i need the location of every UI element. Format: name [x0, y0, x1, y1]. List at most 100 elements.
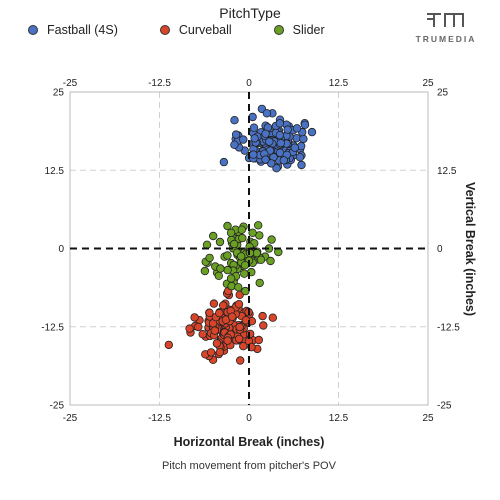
data-point-slider: [229, 239, 239, 249]
data-point-fastball-4s: [307, 127, 317, 137]
x-tick-label-bottom: 25: [422, 413, 434, 424]
series-slider: [200, 221, 283, 296]
data-point-curveball: [239, 342, 248, 351]
data-point-slider: [237, 225, 246, 234]
data-point-curveball: [254, 335, 263, 345]
data-point-curveball: [268, 313, 277, 322]
legend-marker-curveball: [159, 25, 170, 35]
y-tick-label-right: 25: [437, 88, 449, 99]
data-point-slider: [241, 286, 250, 296]
data-point-slider: [256, 255, 266, 264]
data-point-fastball-4s: [261, 155, 270, 164]
data-point-curveball: [234, 300, 244, 309]
data-point-slider: [240, 261, 250, 270]
data-point-fastball-4s: [249, 123, 259, 132]
y-tick-label-left: 12.5: [45, 166, 65, 177]
data-point-slider: [223, 221, 232, 231]
x-tick-label-top: -12.5: [148, 78, 171, 89]
data-point-slider: [223, 265, 232, 275]
data-point-curveball: [205, 308, 214, 317]
data-point-slider: [200, 266, 210, 276]
data-point-curveball: [209, 299, 219, 308]
trumedia-logo: TRUMEDIA: [410, 10, 482, 44]
x-tick-label-bottom: -12.5: [148, 413, 171, 424]
data-point-fastball-4s: [261, 129, 270, 138]
data-point-fastball-4s: [275, 119, 284, 128]
data-point-slider: [254, 221, 263, 230]
legend-label-curveball: Curveball: [178, 23, 232, 37]
y-tick-label-left: 25: [53, 88, 65, 99]
data-point-fastball-4s: [267, 159, 276, 168]
x-tick-label-bottom: 0: [246, 413, 252, 424]
y-tick-label-right: -12.5: [437, 322, 460, 333]
data-point-fastball-4s: [262, 109, 272, 118]
data-point-fastball-4s: [265, 137, 274, 146]
grid: [70, 92, 428, 405]
data-point-curveball: [210, 326, 219, 335]
data-point-fastball-4s: [297, 160, 306, 170]
data-point-fastball-4s: [276, 138, 285, 148]
y-axis-title: Vertical Break (inches): [463, 182, 477, 316]
data-point-curveball: [212, 339, 222, 348]
x-axis-title: Horizontal Break (inches): [174, 435, 325, 449]
data-point-slider: [236, 252, 246, 261]
axes: [69, 91, 429, 406]
data-point-slider: [248, 228, 257, 237]
data-point-slider: [216, 264, 225, 273]
data-point-slider: [234, 283, 243, 292]
y-tick-label-left: -25: [50, 401, 65, 412]
legend-item-slider[interactable]: Slider: [273, 23, 325, 37]
y-tick-label-right: 0: [437, 244, 443, 255]
data-point-slider: [238, 233, 247, 243]
x-tick-label-top: -25: [63, 78, 78, 89]
data-point-fastball-4s: [275, 130, 284, 140]
data-point-fastball-4s: [219, 157, 229, 167]
data-point-curveball: [185, 324, 194, 333]
data-point-fastball-4s: [295, 153, 305, 162]
data-point-curveball: [215, 348, 225, 357]
data-point-curveball: [206, 348, 216, 357]
legend-label-fastball: Fastball (4S): [47, 23, 118, 37]
y-tick-label-left: 0: [58, 244, 64, 255]
data-point-curveball: [235, 322, 244, 332]
y-tick-label-right: -25: [437, 401, 452, 412]
data-point-fastball-4s: [283, 125, 292, 134]
legend-item-fastball[interactable]: Fastball (4S): [28, 23, 118, 37]
data-point-curveball: [215, 308, 224, 318]
legend-item-curveball[interactable]: Curveball: [159, 23, 232, 37]
data-point-fastball-4s: [250, 134, 259, 143]
data-point-curveball: [218, 301, 228, 310]
data-point-fastball-4s: [299, 134, 308, 144]
data-point-slider: [266, 256, 275, 266]
data-point-curveball: [164, 340, 173, 350]
data-point-slider: [226, 228, 236, 237]
data-point-fastball-4s: [230, 115, 239, 125]
data-point-fastball-4s: [239, 135, 248, 144]
legend-label-slider: Slider: [292, 23, 325, 37]
data-point-fastball-4s: [290, 143, 299, 152]
data-point-slider: [223, 251, 232, 260]
data-point-fastball-4s: [231, 130, 241, 139]
data-point-fastball-4s: [292, 124, 302, 133]
data-point-curveball: [198, 330, 207, 339]
data-point-slider: [255, 278, 264, 288]
data-point-fastball-4s: [249, 150, 258, 159]
data-point-curveball: [245, 329, 255, 339]
data-point-curveball: [258, 311, 267, 321]
data-point-slider: [240, 269, 249, 278]
x-tick-label-top: 12.5: [329, 78, 349, 89]
trumedia-logo-text: TRUMEDIA: [415, 34, 477, 44]
data-point-slider: [214, 271, 223, 280]
series-curveball: [164, 286, 277, 365]
data-point-curveball: [223, 336, 232, 345]
data-point-slider: [205, 253, 214, 263]
x-tick-label-top: 25: [422, 78, 434, 89]
y-tick-label-right: 12.5: [437, 166, 457, 177]
series-fastball-4s: [219, 104, 317, 173]
data-point-curveball: [235, 356, 245, 365]
data-point-slider: [267, 235, 276, 244]
trumedia-logo-icon: [427, 13, 464, 27]
chart-caption: Pitch movement from pitcher's POV: [162, 460, 337, 472]
